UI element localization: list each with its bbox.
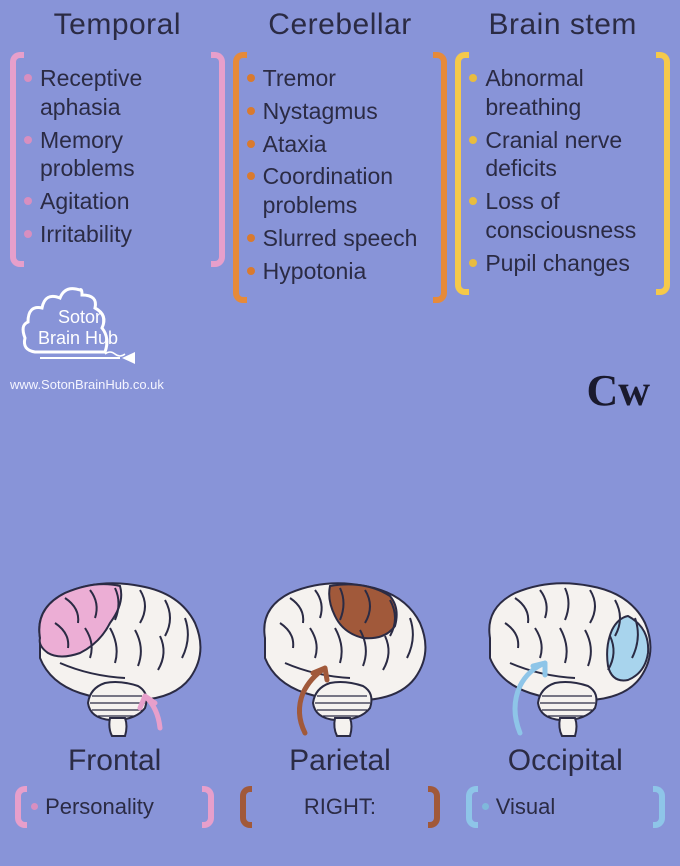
brainstem-list: Abnormal breathing Cranial nerve deficit… — [469, 64, 656, 277]
list-item: Memory problems — [24, 126, 211, 184]
occipital-brain-icon — [460, 568, 670, 738]
list-item: Slurred speech — [247, 224, 434, 253]
logo-text-1: Soton — [58, 307, 105, 327]
top-symptom-columns: Temporal Receptive aphasia Memory proble… — [0, 0, 680, 303]
cerebellar-bracket: Tremor Nystagmus Ataxia Coordination pro… — [233, 52, 448, 303]
frontal-mini-bracket: Personality — [15, 786, 214, 828]
list-item: Cranial nerve deficits — [469, 126, 656, 184]
frontal-brain-icon — [10, 568, 220, 738]
logo-url: www.SotonBrainHub.co.uk — [10, 377, 210, 392]
bracket-right — [653, 786, 665, 828]
parietal-mini-bracket: RIGHT: — [240, 786, 439, 828]
list-item: Loss of consciousness — [469, 187, 656, 245]
list-item: Nystagmus — [247, 97, 434, 126]
list-item: Tremor — [247, 64, 434, 93]
temporal-bracket: Receptive aphasia Memory problems Agitat… — [10, 52, 225, 267]
list-item: Ataxia — [247, 130, 434, 159]
bracket-right — [656, 52, 670, 295]
parietal-brain-icon — [235, 568, 445, 738]
cerebellar-title: Cerebellar — [233, 8, 448, 42]
signature: Cw — [586, 365, 650, 416]
temporal-list: Receptive aphasia Memory problems Agitat… — [24, 64, 211, 249]
logo-text-2: Brain Hub — [38, 328, 118, 348]
temporal-title: Temporal — [10, 8, 225, 42]
occipital-mini-bracket: Visual — [466, 786, 665, 828]
bracket-right — [428, 786, 440, 828]
bottom-brain-columns: Frontal Personality — [0, 568, 680, 828]
bracket-left — [466, 786, 478, 828]
parietal-column: Parietal RIGHT: — [229, 568, 450, 828]
temporal-column: Temporal Receptive aphasia Memory proble… — [10, 8, 225, 303]
cerebellar-list: Tremor Nystagmus Ataxia Coordination pro… — [247, 64, 434, 285]
parietal-mini-item: RIGHT: — [256, 794, 423, 820]
frontal-column: Frontal Personality — [4, 568, 225, 828]
occipital-mini-item: Visual — [482, 794, 649, 820]
parietal-label: Parietal — [289, 744, 391, 778]
cerebellar-column: Cerebellar Tremor Nystagmus Ataxia Coord… — [233, 8, 448, 303]
occipital-column: Occipital Visual — [455, 568, 676, 828]
brainstem-title: Brain stem — [455, 8, 670, 42]
list-item: Irritability — [24, 220, 211, 249]
bracket-right — [202, 786, 214, 828]
list-item: Pupil changes — [469, 249, 656, 278]
list-item: Receptive aphasia — [24, 64, 211, 122]
frontal-mini-item: Personality — [31, 794, 198, 820]
soton-brain-hub-logo: Soton Brain Hub — [10, 280, 160, 370]
bracket-left — [15, 786, 27, 828]
occipital-label: Occipital — [508, 744, 623, 778]
list-item: Abnormal breathing — [469, 64, 656, 122]
brainstem-bracket: Abnormal breathing Cranial nerve deficit… — [455, 52, 670, 295]
brainstem-column: Brain stem Abnormal breathing Cranial ne… — [455, 8, 670, 303]
bracket-left — [10, 52, 24, 267]
list-item: Agitation — [24, 187, 211, 216]
list-item: Coordination problems — [247, 162, 434, 220]
logo-area: Soton Brain Hub www.SotonBrainHub.co.uk — [10, 280, 210, 392]
list-item: Hypotonia — [247, 257, 434, 286]
bracket-left — [455, 52, 469, 295]
bracket-left — [233, 52, 247, 303]
bracket-right — [211, 52, 225, 267]
frontal-label: Frontal — [68, 744, 161, 778]
bracket-left — [240, 786, 252, 828]
bracket-right — [433, 52, 447, 303]
